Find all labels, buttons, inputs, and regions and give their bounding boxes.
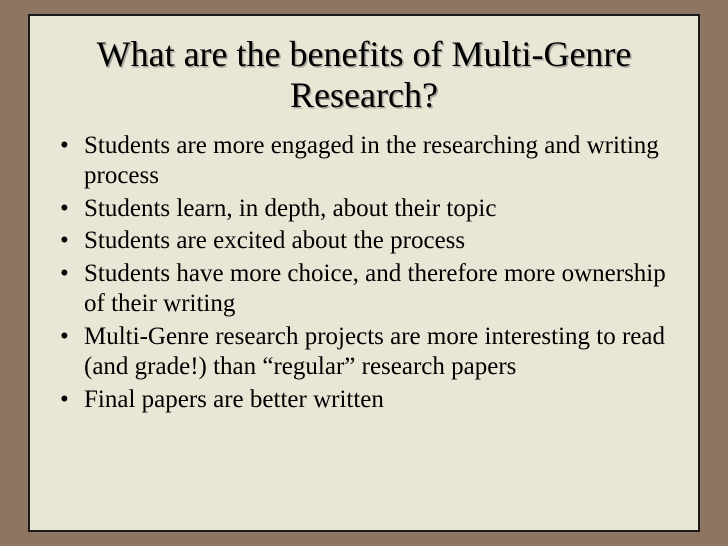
slide-title: What are the benefits of Multi-Genre Res… xyxy=(56,34,672,117)
list-item: Students are more engaged in the researc… xyxy=(56,131,672,192)
slide-frame: What are the benefits of Multi-Genre Res… xyxy=(28,14,700,532)
list-item: Students are excited about the process xyxy=(56,226,672,257)
list-item: Students have more choice, and therefore… xyxy=(56,259,672,320)
list-item: Students learn, in depth, about their to… xyxy=(56,194,672,225)
list-item: Multi-Genre research projects are more i… xyxy=(56,322,672,383)
bullet-list: Students are more engaged in the researc… xyxy=(56,131,672,416)
list-item: Final papers are better written xyxy=(56,385,672,416)
